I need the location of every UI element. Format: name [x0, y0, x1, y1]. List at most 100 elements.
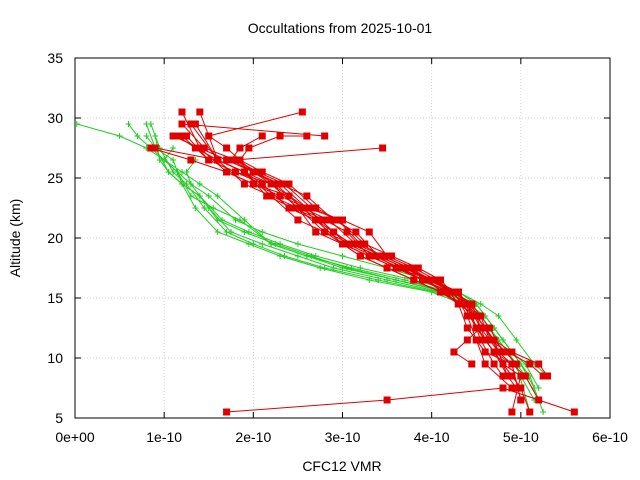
data-point — [179, 181, 185, 187]
data-point — [366, 277, 373, 283]
data-point — [499, 348, 507, 356]
data-point — [223, 168, 231, 176]
y-tick-label: 35 — [47, 50, 63, 66]
data-point — [303, 132, 311, 140]
data-point — [317, 265, 324, 271]
series-line — [207, 111, 522, 401]
data-point — [308, 253, 315, 259]
data-point — [143, 121, 150, 127]
data-point — [192, 205, 199, 211]
data-point — [325, 216, 333, 224]
data-point — [392, 264, 400, 272]
data-point — [321, 132, 329, 140]
data-point — [481, 348, 489, 356]
data-point — [463, 312, 471, 320]
data-point — [303, 192, 311, 200]
data-point — [521, 372, 529, 380]
data-point — [490, 360, 498, 368]
data-point — [544, 372, 552, 380]
data-point — [526, 360, 534, 368]
data-point — [272, 241, 279, 247]
series-line — [180, 123, 504, 353]
data-point — [454, 300, 462, 308]
data-point — [330, 216, 338, 224]
x-axis-label: CFC12 VMR — [302, 458, 381, 474]
data-point — [437, 276, 445, 284]
data-point — [241, 229, 248, 235]
data-point — [419, 276, 427, 284]
data-point — [450, 288, 458, 296]
data-point — [481, 336, 489, 344]
data-point — [298, 108, 306, 116]
data-point — [178, 108, 186, 116]
data-point — [463, 336, 471, 344]
data-point — [182, 132, 190, 140]
data-point — [446, 288, 453, 296]
data-point — [414, 264, 422, 272]
data-point — [232, 156, 239, 164]
data-point — [499, 384, 507, 392]
y-tick-label: 10 — [47, 350, 63, 366]
series-red-16 — [178, 120, 507, 356]
y-tick-label: 25 — [47, 170, 63, 186]
data-point — [201, 205, 208, 211]
y-axis-label: Altitude (km) — [7, 199, 23, 278]
data-point — [276, 192, 284, 200]
data-point — [196, 181, 203, 187]
data-point — [249, 180, 257, 188]
data-point — [432, 276, 440, 284]
data-point — [365, 252, 373, 260]
data-point — [205, 156, 213, 164]
data-point — [343, 265, 350, 271]
data-point — [495, 348, 503, 356]
data-point — [312, 216, 320, 224]
x-tick-label: 0e+00 — [55, 429, 95, 445]
data-point — [272, 180, 280, 188]
data-point — [259, 241, 266, 247]
data-point — [450, 348, 458, 356]
data-point — [307, 204, 315, 212]
data-point — [539, 372, 547, 380]
series-red-7 — [147, 144, 507, 380]
x-tick-label: 4e-10 — [414, 429, 450, 445]
data-point — [161, 157, 168, 163]
data-point — [258, 132, 266, 140]
data-point — [468, 300, 476, 308]
data-point — [147, 144, 155, 152]
data-point — [285, 180, 293, 188]
data-point — [178, 132, 186, 140]
data-point — [232, 217, 239, 223]
data-point — [570, 408, 578, 416]
x-tick-label: 1e-10 — [146, 429, 182, 445]
data-point — [223, 156, 231, 164]
data-point — [343, 228, 351, 236]
data-point — [281, 180, 289, 188]
data-point — [410, 276, 418, 284]
data-point — [490, 336, 498, 344]
data-point — [356, 240, 364, 248]
data-point — [245, 144, 253, 152]
data-point — [151, 144, 159, 152]
data-point — [472, 336, 480, 344]
data-point — [258, 168, 266, 176]
data-point — [258, 180, 266, 188]
series-red-14 — [174, 132, 520, 368]
data-point — [187, 193, 194, 199]
data-point — [259, 229, 266, 235]
data-point — [361, 240, 369, 248]
data-point — [294, 253, 301, 259]
data-point — [240, 180, 248, 188]
data-point — [535, 360, 543, 368]
data-point — [214, 217, 221, 223]
data-point — [396, 264, 404, 272]
data-point — [223, 408, 231, 416]
data-point — [267, 180, 275, 188]
data-point — [463, 324, 471, 332]
x-tick-label: 6e-10 — [592, 429, 628, 445]
data-point — [178, 120, 186, 128]
data-point — [116, 133, 123, 139]
data-point — [214, 193, 221, 199]
data-point — [383, 264, 391, 272]
series-line — [145, 123, 535, 401]
data-point — [183, 169, 190, 175]
